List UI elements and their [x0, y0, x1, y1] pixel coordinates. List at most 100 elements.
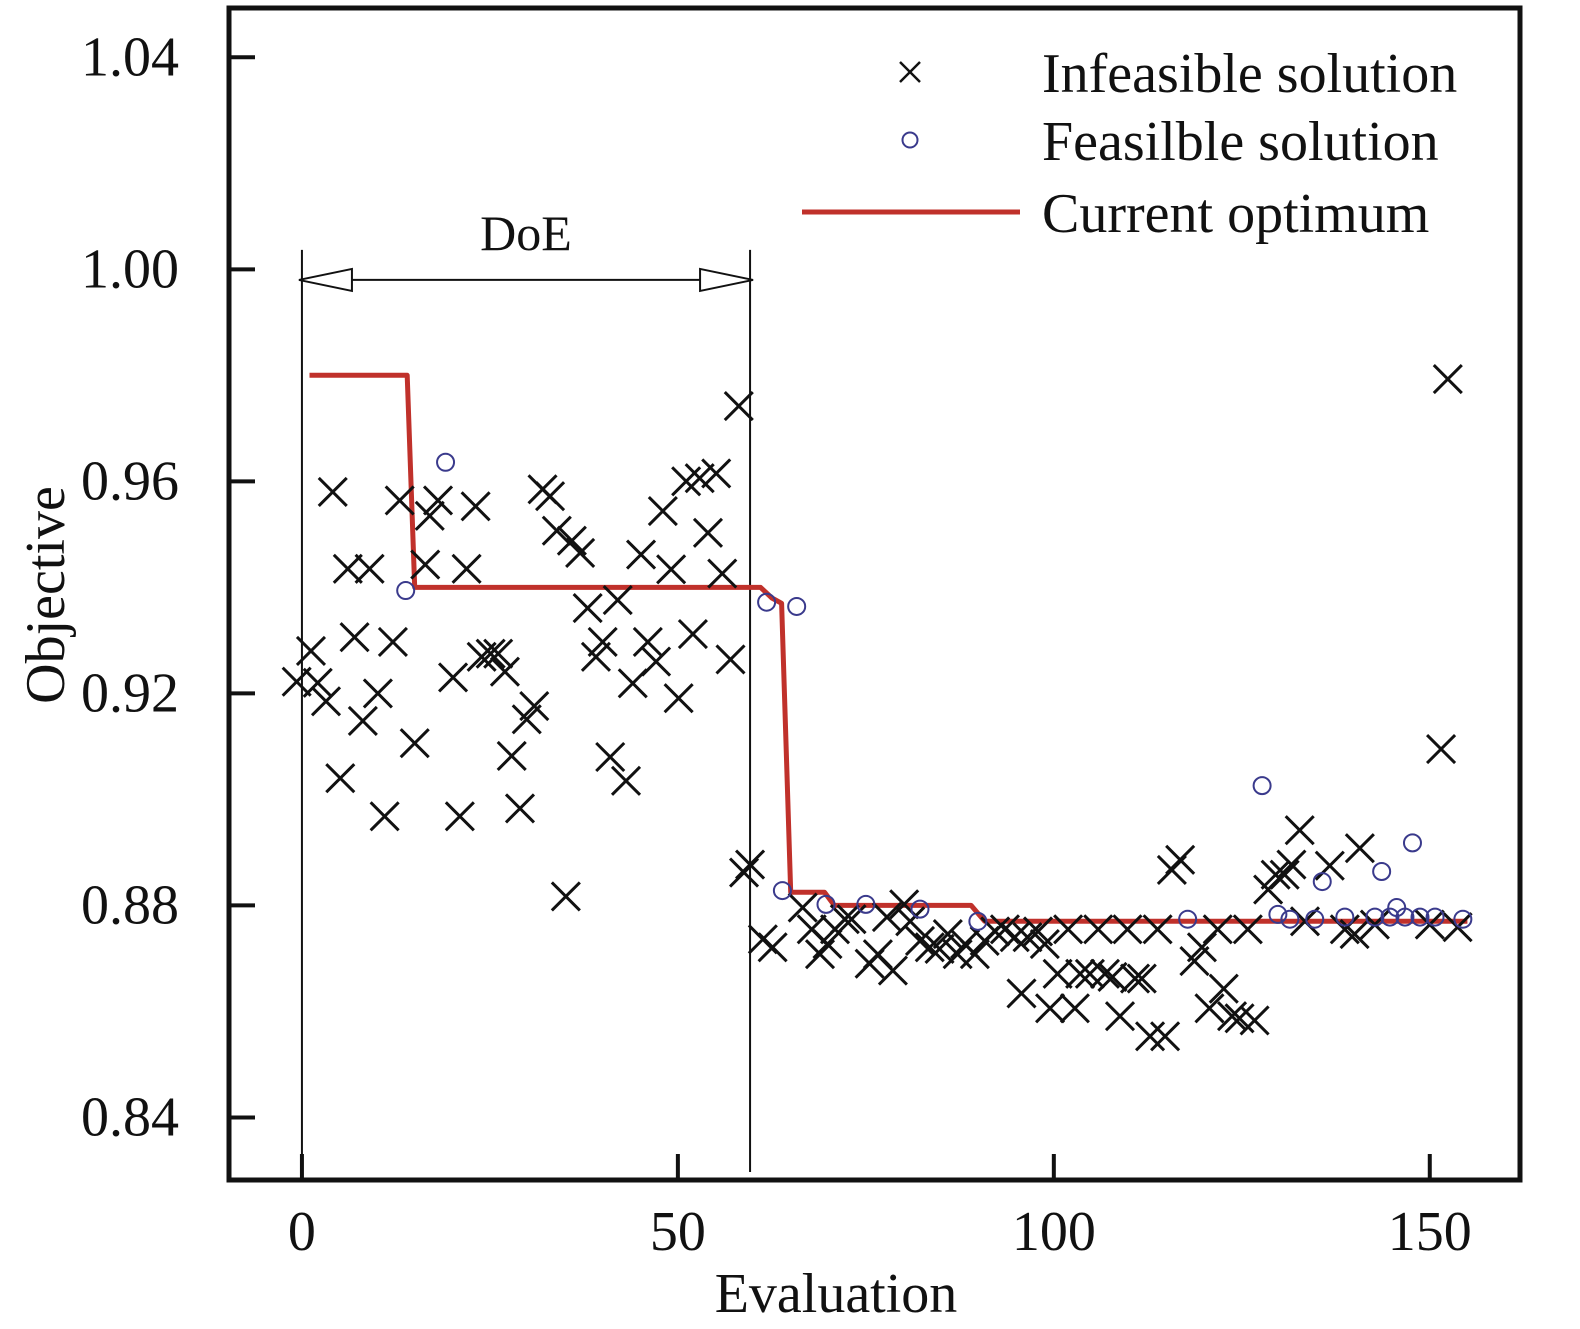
- infeasible-point: [836, 904, 867, 935]
- infeasible-point: [414, 500, 445, 531]
- x-axis-title: Evaluation: [715, 1263, 958, 1325]
- x-tick-label: 150: [1388, 1201, 1472, 1263]
- infeasible-point: [647, 495, 678, 527]
- infeasible-point: [504, 793, 536, 824]
- infeasible-point: [496, 740, 527, 771]
- y-tick-label: 0.92: [81, 662, 179, 724]
- infeasible-point: [451, 553, 482, 584]
- feasible-point: [1305, 909, 1325, 929]
- y-tick-label: 0.96: [81, 450, 179, 512]
- doe-arrow-right-icon: [699, 267, 754, 293]
- x-tick-label: 50: [650, 1201, 706, 1263]
- infeasible-point: [444, 801, 475, 832]
- legend-x-marker-icon: [899, 61, 921, 83]
- x-tick-label: 100: [1012, 1201, 1096, 1263]
- infeasible-point: [580, 641, 611, 672]
- infeasible-point: [610, 765, 642, 796]
- infeasible-point: [1276, 849, 1307, 880]
- infeasible-point: [339, 622, 370, 653]
- infeasible-point: [1126, 963, 1157, 994]
- infeasible-point: [1089, 958, 1121, 989]
- infeasible-point: [1042, 958, 1073, 989]
- feasible-point: [396, 581, 416, 601]
- infeasible-series: [281, 363, 1473, 1052]
- current-optimum-line: [309, 372, 1468, 924]
- infeasible-point: [1012, 922, 1043, 953]
- infeasible-point: [701, 458, 732, 489]
- legend-label: Feasilble solution: [1042, 111, 1439, 173]
- feasible-point: [1280, 909, 1300, 929]
- legend-item: Infeasible solution: [899, 43, 1457, 105]
- infeasible-point: [369, 801, 400, 832]
- feasible-point: [772, 881, 792, 901]
- infeasible-point: [489, 656, 521, 687]
- feasible-series: [396, 452, 1473, 931]
- infeasible-point: [354, 553, 385, 584]
- feasible-point: [436, 452, 456, 472]
- legend-circle-marker-icon: [901, 131, 919, 149]
- infeasible-point: [1006, 978, 1037, 1009]
- infeasible-point: [399, 728, 430, 759]
- infeasible-point: [310, 686, 342, 717]
- infeasible-point: [641, 646, 672, 677]
- infeasible-point: [1150, 1021, 1181, 1052]
- infeasible-point: [1186, 932, 1218, 963]
- infeasible-point: [317, 476, 348, 508]
- x-axis-ticks: 0 50 100 150: [288, 1154, 1472, 1263]
- feasible-point: [856, 894, 876, 914]
- feasible-point: [1268, 904, 1288, 924]
- infeasible-point: [1053, 914, 1084, 945]
- infeasible-point: [422, 485, 454, 516]
- current-optimum-series: [309, 372, 1468, 924]
- feasible-point: [1252, 776, 1272, 796]
- infeasible-point: [757, 932, 788, 963]
- infeasible-point: [1344, 833, 1375, 864]
- infeasible-point: [1239, 1005, 1270, 1036]
- infeasible-point: [1112, 914, 1143, 945]
- infeasible-point: [1432, 363, 1463, 395]
- infeasible-point: [1284, 815, 1315, 846]
- legend-item: Feasilble solution: [901, 111, 1439, 173]
- infeasible-point: [663, 683, 694, 714]
- infeasible-point: [384, 485, 415, 516]
- infeasible-point: [904, 925, 936, 956]
- infeasible-point: [332, 553, 363, 584]
- feasible-point: [1453, 909, 1473, 929]
- feasible-point: [968, 911, 988, 931]
- y-axis-title: Objective: [15, 486, 77, 704]
- infeasible-point: [829, 904, 860, 935]
- x-tick-label: 0: [288, 1201, 316, 1263]
- infeasible-point: [377, 626, 408, 658]
- feasible-point: [1402, 833, 1422, 853]
- infeasible-point: [602, 585, 633, 616]
- legend-label: Infeasible solution: [1042, 43, 1457, 105]
- infeasible-point: [410, 549, 441, 580]
- infeasible-point: [595, 741, 626, 773]
- infeasible-point: [460, 491, 491, 522]
- infeasible-point: [1194, 993, 1225, 1024]
- infeasible-point: [924, 933, 955, 964]
- infeasible-point: [438, 662, 469, 693]
- infeasible-point: [483, 638, 514, 669]
- infeasible-point: [362, 678, 393, 709]
- infeasible-point: [1202, 914, 1233, 945]
- infeasible-point: [347, 705, 378, 737]
- feasible-point: [1335, 907, 1355, 927]
- infeasible-point: [735, 849, 766, 880]
- y-tick-label: 0.88: [81, 874, 179, 936]
- feasible-point: [1380, 907, 1400, 927]
- infeasible-point: [692, 517, 724, 548]
- infeasible-point: [519, 691, 550, 722]
- infeasible-point: [1097, 961, 1128, 993]
- infeasible-point: [812, 929, 843, 960]
- infeasible-point: [534, 481, 566, 512]
- infeasible-point: [1165, 844, 1196, 875]
- infeasible-point: [1135, 1021, 1166, 1052]
- feasible-point: [757, 592, 777, 612]
- infeasible-point: [1083, 914, 1114, 945]
- infeasible-point: [656, 554, 687, 585]
- feasible-point: [1372, 861, 1392, 881]
- infeasible-point: [959, 939, 990, 970]
- feasible-point: [1312, 872, 1332, 892]
